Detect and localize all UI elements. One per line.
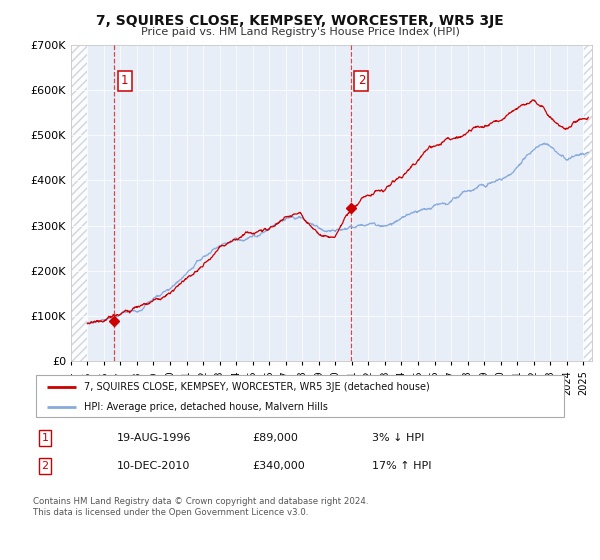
Text: 2: 2 <box>41 461 49 471</box>
Text: 2: 2 <box>358 74 365 87</box>
Text: £89,000: £89,000 <box>252 433 298 443</box>
Text: 1: 1 <box>121 74 128 87</box>
Text: £340,000: £340,000 <box>252 461 305 471</box>
Bar <box>583 45 592 361</box>
Bar <box>71 45 88 361</box>
Text: 10-DEC-2010: 10-DEC-2010 <box>117 461 190 471</box>
Bar <box>71 45 88 361</box>
Text: 19-AUG-1996: 19-AUG-1996 <box>117 433 191 443</box>
Text: 1: 1 <box>41 433 49 443</box>
Text: 3% ↓ HPI: 3% ↓ HPI <box>372 433 424 443</box>
Text: Price paid vs. HM Land Registry's House Price Index (HPI): Price paid vs. HM Land Registry's House … <box>140 27 460 37</box>
Text: This data is licensed under the Open Government Licence v3.0.: This data is licensed under the Open Gov… <box>33 508 308 517</box>
Text: 7, SQUIRES CLOSE, KEMPSEY, WORCESTER, WR5 3JE (detached house): 7, SQUIRES CLOSE, KEMPSEY, WORCESTER, WR… <box>83 382 429 392</box>
Text: Contains HM Land Registry data © Crown copyright and database right 2024.: Contains HM Land Registry data © Crown c… <box>33 497 368 506</box>
Text: 7, SQUIRES CLOSE, KEMPSEY, WORCESTER, WR5 3JE: 7, SQUIRES CLOSE, KEMPSEY, WORCESTER, WR… <box>96 14 504 28</box>
Text: HPI: Average price, detached house, Malvern Hills: HPI: Average price, detached house, Malv… <box>83 402 328 412</box>
Text: 17% ↑ HPI: 17% ↑ HPI <box>372 461 431 471</box>
